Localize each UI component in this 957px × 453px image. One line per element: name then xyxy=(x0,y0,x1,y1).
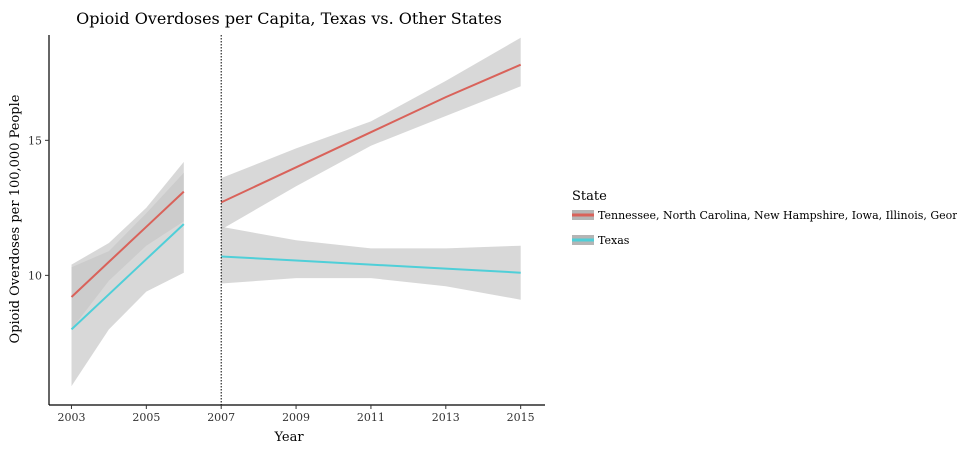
x-tick-label: 2003 xyxy=(57,411,85,424)
x-tick-label: 2015 xyxy=(507,411,535,424)
x-tick-label: 2013 xyxy=(432,411,460,424)
y-tick-label: 10 xyxy=(28,269,42,282)
confidence-band-1-0 xyxy=(71,172,184,387)
x-tick-label: 2011 xyxy=(357,411,385,424)
series-line-0-1 xyxy=(220,63,522,204)
x-tick-label: 2007 xyxy=(207,411,235,424)
y-tick-label: 15 xyxy=(28,134,42,147)
x-tick-label: 2005 xyxy=(132,411,160,424)
x-axis-title: Year xyxy=(273,430,304,445)
legend: State Tennessee, North Carolina, New Ham… xyxy=(572,189,957,247)
confidence-band-0-1 xyxy=(221,37,521,230)
plot-area xyxy=(70,35,522,405)
legend-label: Texas xyxy=(598,234,630,247)
axes: 2003 2005 2007 2009 2011 2013 2015 10 15 xyxy=(28,35,545,424)
y-axis-title: Opioid Overdoses per 100,000 People xyxy=(8,94,23,343)
series-line-0-0 xyxy=(70,190,185,298)
series-line-1-1 xyxy=(221,255,521,274)
x-tick-label: 2009 xyxy=(282,411,310,424)
chart-title: Opioid Overdoses per Capita, Texas vs. O… xyxy=(76,9,502,28)
series-line-1-0 xyxy=(70,223,185,331)
legend-label: Tennessee, North Carolina, New Hampshire… xyxy=(598,209,957,222)
confidence-band-1-1 xyxy=(221,226,521,300)
legend-title: State xyxy=(572,189,607,204)
